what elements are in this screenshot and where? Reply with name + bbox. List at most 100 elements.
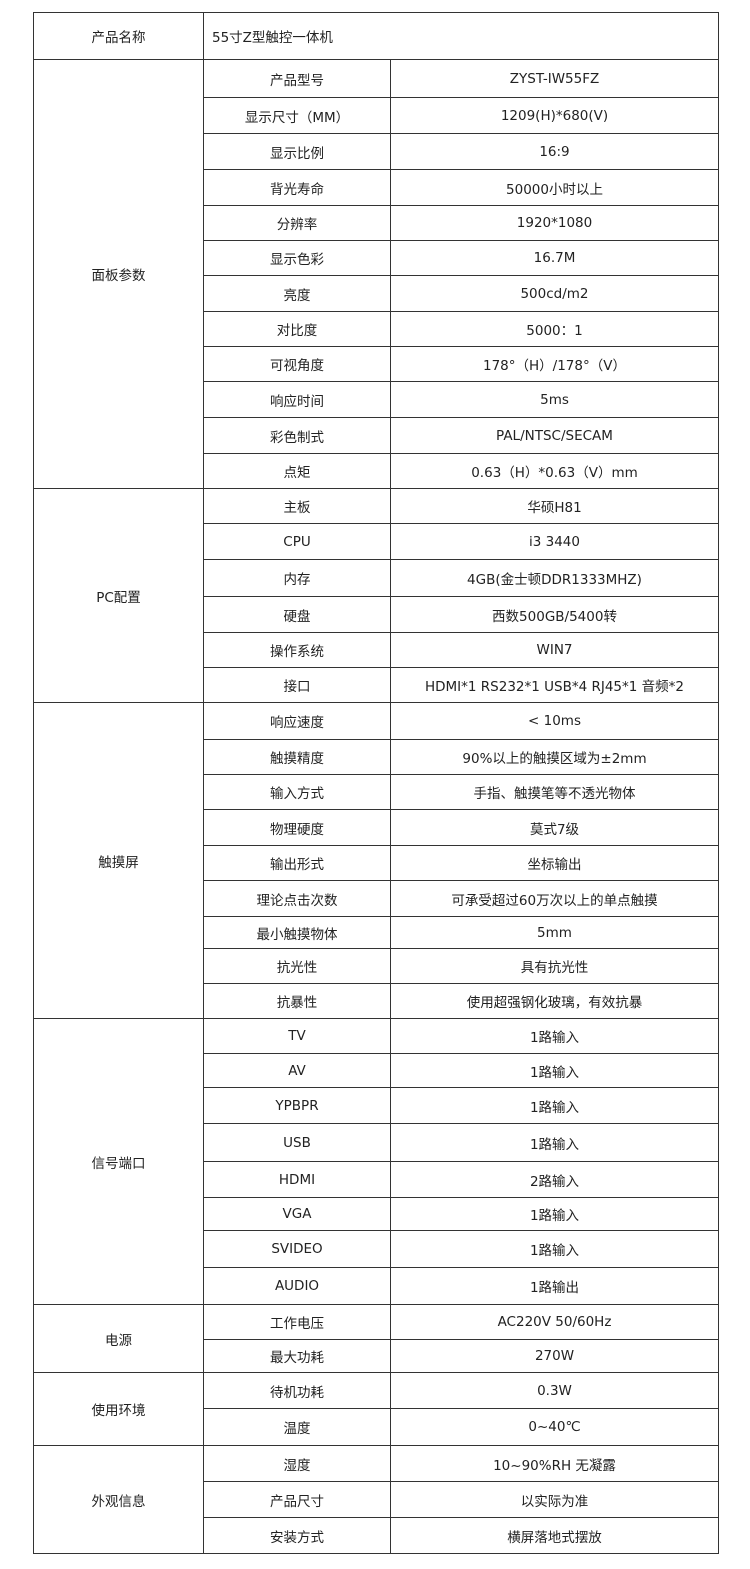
product-name-label: 产品名称 — [33, 12, 204, 60]
spec-row: 可视角度 178°（H）/178°（V） — [34, 346, 719, 382]
spec-row: 硬盘 西数500GB/5400转 — [34, 596, 719, 633]
spec-row: 最小触摸物体 5mm — [34, 916, 719, 949]
spec-key: 响应时间 — [203, 381, 391, 418]
group-label: 触摸屏 — [33, 702, 204, 1019]
spec-key: 产品尺寸 — [203, 1481, 391, 1518]
spec-key: 背光寿命 — [203, 169, 391, 206]
group-label: 使用环境 — [33, 1372, 204, 1446]
spec-value: 500cd/m2 — [390, 275, 719, 312]
spec-key: 操作系统 — [203, 632, 391, 668]
spec-value: ZYST-IW55FZ — [390, 59, 719, 98]
spec-key: HDMI — [203, 1161, 391, 1198]
spec-value: 5000：1 — [390, 311, 719, 347]
spec-key: 接口 — [203, 667, 391, 703]
spec-value: 坐标输出 — [390, 845, 719, 881]
spec-key: 待机功耗 — [203, 1372, 391, 1409]
product-name-value: 55寸Z型触控一体机 — [203, 12, 719, 60]
spec-value: 以实际为准 — [390, 1481, 719, 1518]
spec-key: 湿度 — [203, 1445, 391, 1482]
spec-key: 安装方式 — [203, 1517, 391, 1554]
spec-value: 1920*1080 — [390, 205, 719, 241]
spec-key: YPBPR — [203, 1087, 391, 1124]
spec-value: i3 3440 — [390, 523, 719, 560]
spec-value: 2路输入 — [390, 1161, 719, 1198]
spec-row: 背光寿命 50000小时以上 — [34, 169, 719, 206]
spec-value: 90%以上的触摸区域为±2mm — [390, 739, 719, 775]
spec-row: 彩色制式 PAL/NTSC/SECAM — [34, 417, 719, 454]
group-label: 面板参数 — [33, 59, 204, 489]
spec-value: 50000小时以上 — [390, 169, 719, 206]
spec-key: 输入方式 — [203, 774, 391, 810]
spec-value: 5mm — [390, 916, 719, 949]
spec-key: 内存 — [203, 559, 391, 597]
spec-key: CPU — [203, 523, 391, 560]
spec-key: 抗光性 — [203, 948, 391, 984]
spec-key: VGA — [203, 1197, 391, 1231]
spec-value: 莫式7级 — [390, 809, 719, 846]
spec-row: 显示色彩 16.7M — [34, 240, 719, 276]
spec-row: 显示比例 16:9 — [34, 133, 719, 170]
spec-value: 178°（H）/178°（V） — [390, 346, 719, 382]
spec-value: 16:9 — [390, 133, 719, 170]
spec-value: 1路输入 — [390, 1053, 719, 1088]
spec-row: 面板参数 产品型号 ZYST-IW55FZ — [33, 59, 719, 489]
spec-value: 华硕H81 — [390, 488, 719, 524]
spec-value: 0~40℃ — [390, 1408, 719, 1446]
spec-key: 彩色制式 — [203, 417, 391, 454]
spec-row: 外观信息 湿度 10~90%RH 无凝露 — [33, 1445, 719, 1554]
spec-row: YPBPR 1路输入 — [34, 1087, 719, 1124]
spec-value: 16.7M — [390, 240, 719, 276]
header-row: 产品名称 55寸Z型触控一体机 — [33, 12, 719, 60]
spec-key: 理论点击次数 — [203, 880, 391, 917]
spec-value: 4GB(金士顿DDR1333MHZ) — [390, 559, 719, 597]
spec-key: 输出形式 — [203, 845, 391, 881]
spec-value: 1路输入 — [390, 1018, 719, 1054]
spec-row: 内存 4GB(金士顿DDR1333MHZ) — [34, 559, 719, 597]
spec-key: 物理硬度 — [203, 809, 391, 846]
spec-value: 1路输入 — [390, 1197, 719, 1231]
spec-key: 触摸精度 — [203, 739, 391, 775]
spec-key: 抗暴性 — [203, 983, 391, 1019]
spec-key: 工作电压 — [203, 1304, 391, 1340]
spec-row: 触摸精度 90%以上的触摸区域为±2mm — [34, 739, 719, 775]
spec-row: 接口 HDMI*1 RS232*1 USB*4 RJ45*1 音频*2 — [34, 667, 719, 703]
spec-key: TV — [203, 1018, 391, 1054]
spec-key: 显示色彩 — [203, 240, 391, 276]
spec-value: WIN7 — [390, 632, 719, 668]
spec-key: 硬盘 — [203, 596, 391, 633]
spec-row: HDMI 2路输入 — [34, 1161, 719, 1198]
spec-value: 可承受超过60万次以上的单点触摸 — [390, 880, 719, 917]
spec-row: 最大功耗 270W — [34, 1339, 719, 1373]
spec-row: PC配置 主板 华硕H81 — [33, 488, 719, 703]
spec-value: 1路输入 — [390, 1123, 719, 1162]
spec-value: PAL/NTSC/SECAM — [390, 417, 719, 454]
spec-key: 分辨率 — [203, 205, 391, 241]
spec-value: HDMI*1 RS232*1 USB*4 RJ45*1 音频*2 — [390, 667, 719, 703]
group-label: 信号端口 — [33, 1018, 204, 1305]
spec-row: 输出形式 坐标输出 — [34, 845, 719, 881]
spec-key: 点矩 — [203, 453, 391, 489]
spec-row: 触摸屏 响应速度 < 10ms — [33, 702, 719, 1019]
spec-value: < 10ms — [390, 702, 719, 740]
group-label: 电源 — [33, 1304, 204, 1373]
spec-row: 安装方式 横屏落地式摆放 — [34, 1517, 719, 1554]
spec-key: 对比度 — [203, 311, 391, 347]
spec-value: 手指、触摸笔等不透光物体 — [390, 774, 719, 810]
spec-row: 点矩 0.63（H）*0.63（V）mm — [34, 453, 719, 489]
spec-key: SVIDEO — [203, 1230, 391, 1268]
spec-value: 0.63（H）*0.63（V）mm — [390, 453, 719, 489]
spec-row: 使用环境 待机功耗 0.3W — [33, 1372, 719, 1446]
spec-value: 10~90%RH 无凝露 — [390, 1445, 719, 1482]
spec-value: 具有抗光性 — [390, 948, 719, 984]
spec-value: 5ms — [390, 381, 719, 418]
spec-row: CPU i3 3440 — [34, 523, 719, 560]
spec-value: 0.3W — [390, 1372, 719, 1409]
spec-row: 电源 工作电压 AC220V 50/60Hz — [33, 1304, 719, 1373]
spec-key: 亮度 — [203, 275, 391, 312]
group-label: PC配置 — [33, 488, 204, 703]
spec-key: 最小触摸物体 — [203, 916, 391, 949]
spec-key: USB — [203, 1123, 391, 1162]
spec-key: 产品型号 — [203, 59, 391, 98]
spec-key: AV — [203, 1053, 391, 1088]
spec-key: 显示尺寸（MM） — [203, 97, 391, 134]
